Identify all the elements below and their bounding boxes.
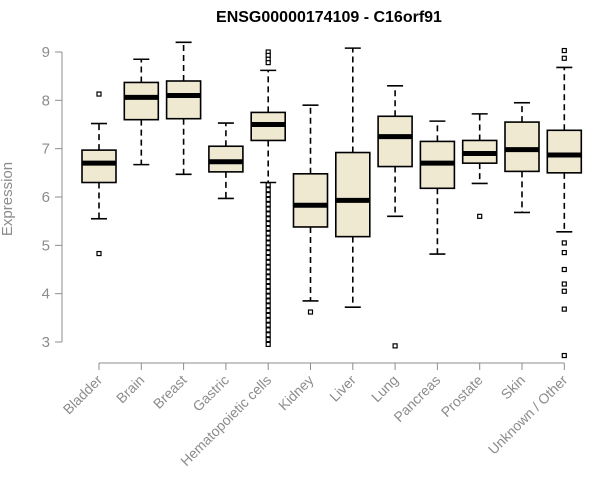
outlier-point — [561, 266, 567, 273]
box-group — [334, 47, 371, 309]
y-tick-label: 6 — [42, 189, 50, 206]
outlier-point — [265, 187, 271, 193]
outlier-point — [392, 343, 398, 349]
outlier-point — [265, 322, 271, 328]
outlier-point — [561, 306, 567, 312]
outlier-point — [265, 332, 271, 338]
boxes — [81, 41, 583, 359]
outlier-point — [265, 211, 271, 217]
box-iqr — [292, 173, 329, 228]
outlier-point — [307, 309, 314, 315]
x-tick-label: Skin — [498, 372, 529, 403]
outlier-point — [265, 269, 271, 275]
outlier-point — [265, 298, 271, 304]
x-tick-label: Unknown / Other — [485, 372, 571, 458]
x-tick-label: Bladder — [60, 372, 106, 418]
outlier-point — [265, 254, 271, 261]
outlier-point — [265, 216, 271, 222]
box-group — [123, 58, 160, 166]
outlier-point — [265, 312, 271, 319]
y-tick-label: 7 — [42, 141, 50, 158]
outlier-point — [561, 288, 567, 294]
outlier-point — [265, 327, 271, 333]
outlier-point — [265, 60, 271, 66]
outlier-point — [265, 201, 271, 207]
outlier-point — [561, 47, 567, 54]
outlier-point — [477, 213, 483, 219]
outlier-point — [265, 225, 271, 232]
x-tick-label: Kidney — [275, 372, 317, 414]
box-iqr — [208, 145, 244, 173]
outlier-point — [265, 259, 271, 265]
y-tick-label: 3 — [42, 334, 50, 351]
box-group — [250, 49, 286, 348]
outlier-point — [265, 206, 271, 212]
outlier-point — [561, 352, 567, 359]
outlier-point — [265, 249, 271, 256]
outlier-point — [265, 303, 271, 309]
box-group — [81, 91, 117, 257]
y-axis: 3 4 5 6 7 8 9 — [42, 44, 63, 351]
box-group — [292, 104, 329, 315]
outlier-point — [561, 240, 567, 246]
x-tick-label: Lung — [368, 372, 401, 405]
box-group — [377, 85, 413, 349]
y-tick-label: 8 — [42, 92, 50, 109]
y-tick-label: 5 — [42, 237, 50, 254]
outlier-point — [265, 274, 271, 280]
x-tick-label: Liver — [326, 372, 359, 405]
outlier-point — [265, 240, 271, 246]
box-group — [208, 122, 244, 200]
box-iqr — [123, 81, 160, 121]
outlier-point — [265, 283, 271, 290]
box-iqr — [165, 80, 202, 120]
box-iqr — [504, 121, 540, 173]
outlier-point — [561, 249, 567, 256]
outlier-point — [96, 250, 102, 257]
outlier-point — [265, 288, 271, 294]
y-tick-label: 4 — [42, 286, 50, 303]
box-iqr — [81, 149, 117, 184]
outlier-point — [265, 336, 271, 343]
chart-title: ENSG00000174109 - C16orf91 — [216, 9, 442, 26]
y-tick-label: 9 — [42, 44, 50, 61]
box-iqr — [334, 151, 371, 238]
outlier-point — [265, 230, 271, 236]
outlier-point — [265, 264, 271, 270]
outlier-point — [96, 91, 102, 97]
outlier-point — [265, 341, 271, 348]
outlier-point — [265, 182, 271, 188]
box-group — [165, 41, 202, 176]
outlier-point — [265, 293, 271, 299]
outlier-point — [265, 307, 271, 314]
x-tick-label: Pancreas — [390, 372, 443, 425]
box-group — [546, 47, 583, 359]
x-tick-label: Prostate — [438, 372, 486, 420]
box-group — [504, 101, 540, 214]
outlier-point — [561, 55, 567, 61]
box-group — [419, 120, 456, 255]
x-tick-label: Brain — [113, 372, 147, 406]
outlier-point — [265, 235, 271, 241]
outlier-point — [265, 220, 271, 227]
outlier-point — [561, 281, 567, 287]
box-iqr — [377, 115, 413, 168]
outlier-point — [265, 317, 271, 323]
x-tick-label: Breast — [150, 372, 190, 412]
box-iqr — [546, 129, 583, 174]
y-axis-label: Expression — [0, 162, 16, 236]
outlier-point — [265, 245, 271, 251]
outlier-point — [265, 191, 271, 198]
outlier-point — [265, 196, 271, 203]
box-group — [461, 113, 498, 219]
outlier-point — [265, 278, 271, 285]
